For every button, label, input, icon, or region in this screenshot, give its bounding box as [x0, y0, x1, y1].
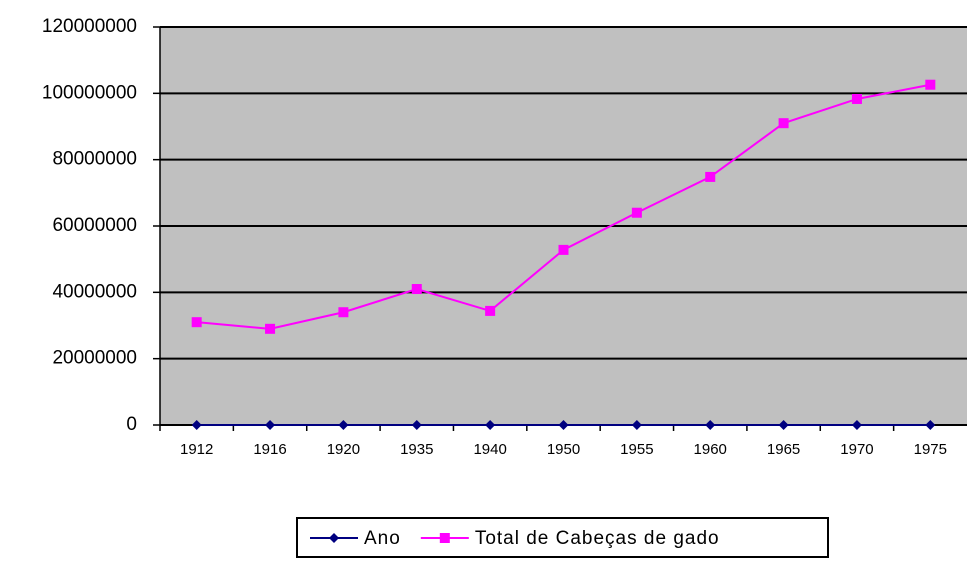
y-tick-label: 80000000 — [52, 149, 137, 170]
x-tick-label: 1955 — [620, 441, 653, 458]
marker — [265, 323, 276, 334]
marker — [558, 244, 569, 255]
marker — [705, 171, 716, 182]
y-tick-label: 20000000 — [52, 348, 137, 369]
marker — [778, 419, 789, 430]
marker — [191, 419, 202, 430]
marker — [329, 533, 339, 543]
marker — [631, 207, 642, 218]
x-tick-label: 1950 — [547, 441, 580, 458]
marker — [705, 419, 716, 430]
marker — [411, 419, 422, 430]
marker — [411, 284, 422, 295]
marker — [338, 307, 349, 318]
x-tick-label: 1916 — [253, 441, 286, 458]
legend-label: Ano — [364, 528, 401, 549]
y-tick-label: 0 — [126, 414, 137, 435]
marker — [851, 93, 862, 104]
marker — [191, 317, 202, 328]
legend-label: Total de Cabeças de gado — [475, 528, 720, 549]
marker — [778, 118, 789, 129]
x-tick-label: 1935 — [400, 441, 433, 458]
y-tick-label: 100000000 — [42, 82, 137, 103]
marker — [485, 419, 496, 430]
marker — [925, 419, 936, 430]
x-tick-label: 1920 — [327, 441, 360, 458]
x-tick-label: 1940 — [473, 441, 506, 458]
marker — [485, 305, 496, 316]
y-tick-label: 120000000 — [42, 16, 137, 37]
marker — [631, 419, 642, 430]
x-tick-label: 1965 — [767, 441, 800, 458]
y-tick-label: 60000000 — [52, 215, 137, 236]
marker — [851, 419, 862, 430]
marker — [925, 79, 936, 90]
y-tick-label: 40000000 — [52, 281, 137, 302]
x-tick-label: 1970 — [840, 441, 873, 458]
legend-box — [296, 517, 829, 558]
marker — [439, 533, 450, 543]
x-tick-label: 1912 — [180, 441, 213, 458]
marker — [558, 419, 569, 430]
x-tick-label: 1960 — [694, 441, 727, 458]
marker — [338, 419, 349, 430]
x-tick-label: 1975 — [914, 441, 947, 458]
marker — [265, 419, 276, 430]
legend: Ano Total de Cabeças de gado — [296, 517, 829, 558]
